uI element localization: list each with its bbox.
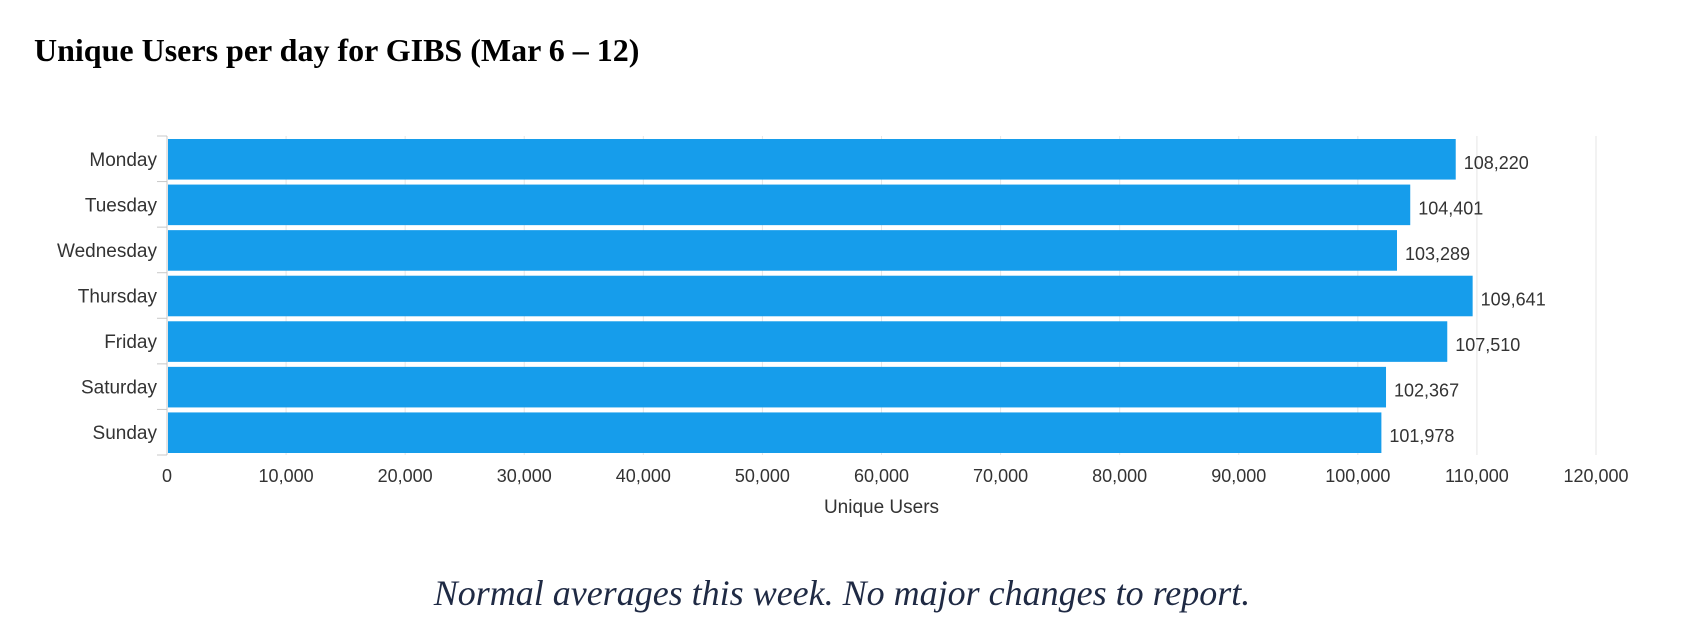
x-tick-label: 80,000 <box>1092 466 1147 486</box>
category-label: Thursday <box>78 287 158 308</box>
category-label: Monday <box>89 150 157 171</box>
data-label: 107,510 <box>1455 335 1520 355</box>
x-tick-label: 0 <box>162 466 172 486</box>
bar <box>168 139 1456 180</box>
x-tick-label: 40,000 <box>616 466 671 486</box>
x-tick-label: 60,000 <box>854 466 909 486</box>
bar <box>168 275 1473 317</box>
footnote-text: Normal averages this week. No major chan… <box>433 573 1251 613</box>
page-title: Unique Users per day for GIBS (Mar 6 – 1… <box>34 32 640 68</box>
x-axis-title: Unique Users <box>824 497 939 518</box>
bar <box>168 366 1387 408</box>
category-label: Friday <box>104 332 157 353</box>
x-tick-label: 30,000 <box>497 466 552 486</box>
x-tick-label: 70,000 <box>973 466 1028 486</box>
labels: 0 10,000 20,000 30,000 40,000 50,000 60,000 70,… <box>57 150 1629 518</box>
category-label: Saturday <box>81 378 158 399</box>
x-tick-label: 120,000 <box>1563 466 1628 486</box>
x-tick-label: 90,000 <box>1211 466 1266 486</box>
bar <box>168 230 1397 271</box>
bar <box>168 184 1411 226</box>
data-label: 101,978 <box>1389 426 1454 446</box>
category-label: Wednesday <box>57 241 157 262</box>
category-label: Tuesday <box>85 195 158 216</box>
x-tick-label: 20,000 <box>378 466 433 486</box>
data-label: 109,641 <box>1481 290 1546 310</box>
data-label: 102,367 <box>1394 381 1459 401</box>
data-label: 104,401 <box>1418 198 1483 218</box>
data-label: 103,289 <box>1405 244 1470 264</box>
x-tick-label: 100,000 <box>1325 466 1390 486</box>
x-tick-label: 10,000 <box>259 466 314 486</box>
bars <box>168 139 1473 453</box>
bar <box>168 412 1382 453</box>
x-tick-label: 110,000 <box>1445 466 1509 486</box>
x-tick-label: 50,000 <box>735 466 790 486</box>
data-label: 108,220 <box>1464 153 1529 173</box>
bar <box>168 321 1448 362</box>
category-label: Sunday <box>93 423 158 444</box>
axes <box>157 135 168 456</box>
